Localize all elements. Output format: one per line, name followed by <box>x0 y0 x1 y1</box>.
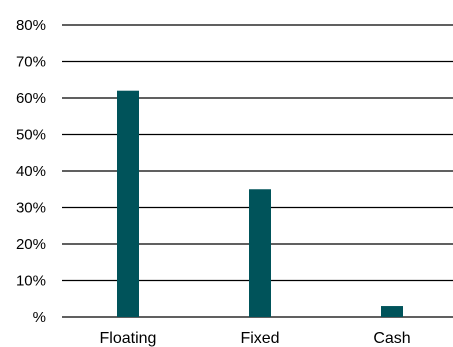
x-category-label: Fixed <box>240 330 279 347</box>
y-tick-label: 10% <box>16 273 46 290</box>
bar-floating <box>117 90 139 317</box>
bars <box>117 90 403 317</box>
y-tick-label: 60% <box>16 90 46 107</box>
x-axis-category-labels: Floating Fixed Cash <box>100 330 411 347</box>
y-tick-label: 30% <box>16 200 46 217</box>
y-axis-tick-labels: % 10% 20% 30% 40% 50% 60% 70% 80% <box>16 17 46 326</box>
bar-cash <box>381 306 403 317</box>
y-tick-label: 70% <box>16 54 46 71</box>
bar-fixed <box>249 189 271 317</box>
y-tick-label: 80% <box>16 17 46 34</box>
y-tick-label: 50% <box>16 127 46 144</box>
y-tick-label: % <box>33 309 46 326</box>
x-category-label: Cash <box>373 330 410 347</box>
y-tick-label: 40% <box>16 163 46 180</box>
x-category-label: Floating <box>100 330 157 347</box>
y-tick-label: 20% <box>16 236 46 253</box>
